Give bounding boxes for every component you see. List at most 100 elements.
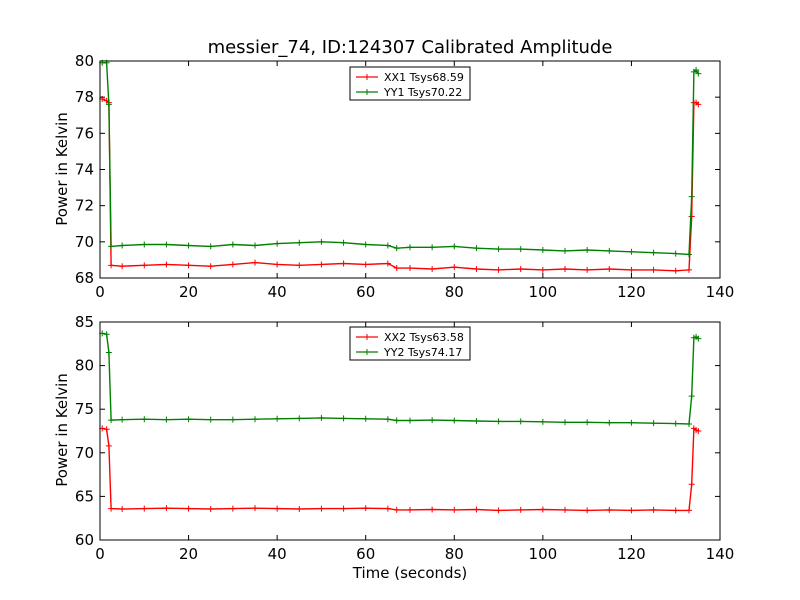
bottom-series-1-point <box>672 507 679 514</box>
bottom-y-axis-label: Power in Kelvin <box>53 373 71 487</box>
bottom-series-2-point <box>429 417 436 424</box>
bottom-series-1-point <box>517 506 524 513</box>
bottom-x-tick-label: 120 <box>617 545 646 563</box>
top-x-tick-label: 40 <box>268 283 287 301</box>
top-series-2-point <box>108 243 115 250</box>
bottom-series-1-point <box>229 505 236 512</box>
bottom-series-1-point <box>562 506 568 513</box>
top-legend-label-2: YY1 Tsys70.22 <box>383 86 462 99</box>
top-y-tick-label: 72 <box>75 197 94 215</box>
bottom-series-1-point <box>628 507 635 514</box>
top-x-tick-label: 120 <box>617 283 646 301</box>
bottom-series-1-point <box>451 506 458 513</box>
bottom-series-1-point <box>650 506 657 513</box>
top-series-2-point <box>384 242 391 249</box>
bottom-series-1-point <box>407 506 413 513</box>
bottom-series-2-point <box>103 331 110 338</box>
bottom-series-1-point <box>141 505 148 512</box>
bottom-y-tick-label: 65 <box>75 487 94 505</box>
bottom-legend: XX2 Tsys63.58 YY2 Tsys74.17 <box>349 326 471 361</box>
top-series-1-point <box>362 261 369 268</box>
bottom-y-tick-label: 60 <box>75 531 94 549</box>
bottom-series-2-point <box>539 418 546 425</box>
top-series-2-point <box>686 251 692 258</box>
bottom-series-1-point <box>688 481 695 488</box>
bottom-series-2-point <box>141 416 148 423</box>
bottom-legend-label-2: YY2 Tsys74.17 <box>383 346 462 359</box>
bottom-series-1-point <box>163 505 170 512</box>
top-series-1-point <box>562 265 568 272</box>
bottom-series-2-point <box>318 414 325 421</box>
top-series-2-point <box>105 101 112 108</box>
top-series-2-point <box>296 239 303 246</box>
top-x-tick-label: 100 <box>529 283 558 301</box>
bottom-series-1-point <box>119 506 126 513</box>
top-x-tick-label: 60 <box>356 283 375 301</box>
bottom-y-tick-label: 85 <box>75 313 94 331</box>
bottom-series-2-point <box>688 393 695 400</box>
top-series-1-point <box>606 265 613 272</box>
top-series-1-point <box>119 263 126 270</box>
top-series-2-point <box>429 244 436 251</box>
top-series-2-point <box>672 250 679 257</box>
top-series-1-point <box>650 266 657 273</box>
bottom-series-1-point <box>393 506 400 513</box>
top-series-2-point <box>274 240 281 247</box>
bottom-series-1-point <box>473 506 480 513</box>
top-y-tick-label: 80 <box>75 52 94 70</box>
bottom-series-2-point <box>108 417 115 424</box>
bottom-series-1-point <box>274 505 281 512</box>
bottom-series-1-point <box>695 428 702 434</box>
bottom-series-2-point <box>407 417 413 424</box>
top-series-1-point <box>539 266 546 273</box>
bottom-series-2-point <box>252 416 258 423</box>
top-series-1-point <box>296 262 303 269</box>
bottom-series-1-point <box>185 505 192 512</box>
bottom-x-tick-label: 40 <box>268 545 287 563</box>
bottom-series-line-1 <box>102 427 699 512</box>
top-series-1-point <box>163 261 170 268</box>
top-x-tick-label: 140 <box>706 283 735 301</box>
bottom-series-2-point <box>473 417 480 424</box>
top-series-1-point <box>584 266 591 273</box>
bottom-series-1-point <box>318 505 325 512</box>
bottom-legend-label-1: XX2 Tsys63.58 <box>384 331 464 344</box>
top-series-2-point <box>451 243 458 250</box>
bottom-series-line-2 <box>102 332 699 425</box>
bottom-series-2-point <box>584 419 591 426</box>
bottom-legend-marker-1 <box>364 334 370 340</box>
bottom-series-1-point <box>252 505 258 512</box>
bottom-series-2-point <box>229 416 236 423</box>
bottom-x-tick-label: 140 <box>706 545 735 563</box>
bottom-series-2-point <box>362 415 369 422</box>
top-series-line-2 <box>102 62 699 256</box>
bottom-series-2-point <box>296 415 303 422</box>
bottom-series-1-point <box>362 505 369 512</box>
top-series-2-point <box>650 249 657 256</box>
bottom-series-1-point <box>108 505 115 512</box>
top-y-tick-label: 74 <box>75 161 94 179</box>
bottom-series-2-point <box>495 418 502 425</box>
top-series-2-point <box>185 242 192 249</box>
bottom-x-tick-label: 0 <box>95 545 105 563</box>
bottom-series-2-point <box>163 416 170 423</box>
top-legend-box <box>349 66 471 101</box>
top-series-1-point <box>517 265 524 272</box>
top-legend-marker-2 <box>364 89 370 95</box>
top-series-2-point <box>473 245 480 252</box>
top-series-2-point <box>606 247 613 254</box>
top-series-2-point <box>688 193 695 200</box>
bottom-x-tick-label: 20 <box>179 545 198 563</box>
bottom-series-1-point <box>686 507 692 514</box>
bottom-legend-box <box>349 326 471 361</box>
bottom-x-tick-label: 100 <box>529 545 558 563</box>
top-series-2-point <box>229 241 236 248</box>
bottom-y-tick-label: 75 <box>75 400 94 418</box>
top-series-1-point <box>252 259 258 266</box>
top-series-2-point <box>517 246 524 253</box>
bottom-legend-marker-2 <box>364 349 370 355</box>
bottom-series-1-point <box>105 442 112 449</box>
top-series-2-point <box>119 242 126 249</box>
bottom-x-tick-label: 80 <box>445 545 464 563</box>
